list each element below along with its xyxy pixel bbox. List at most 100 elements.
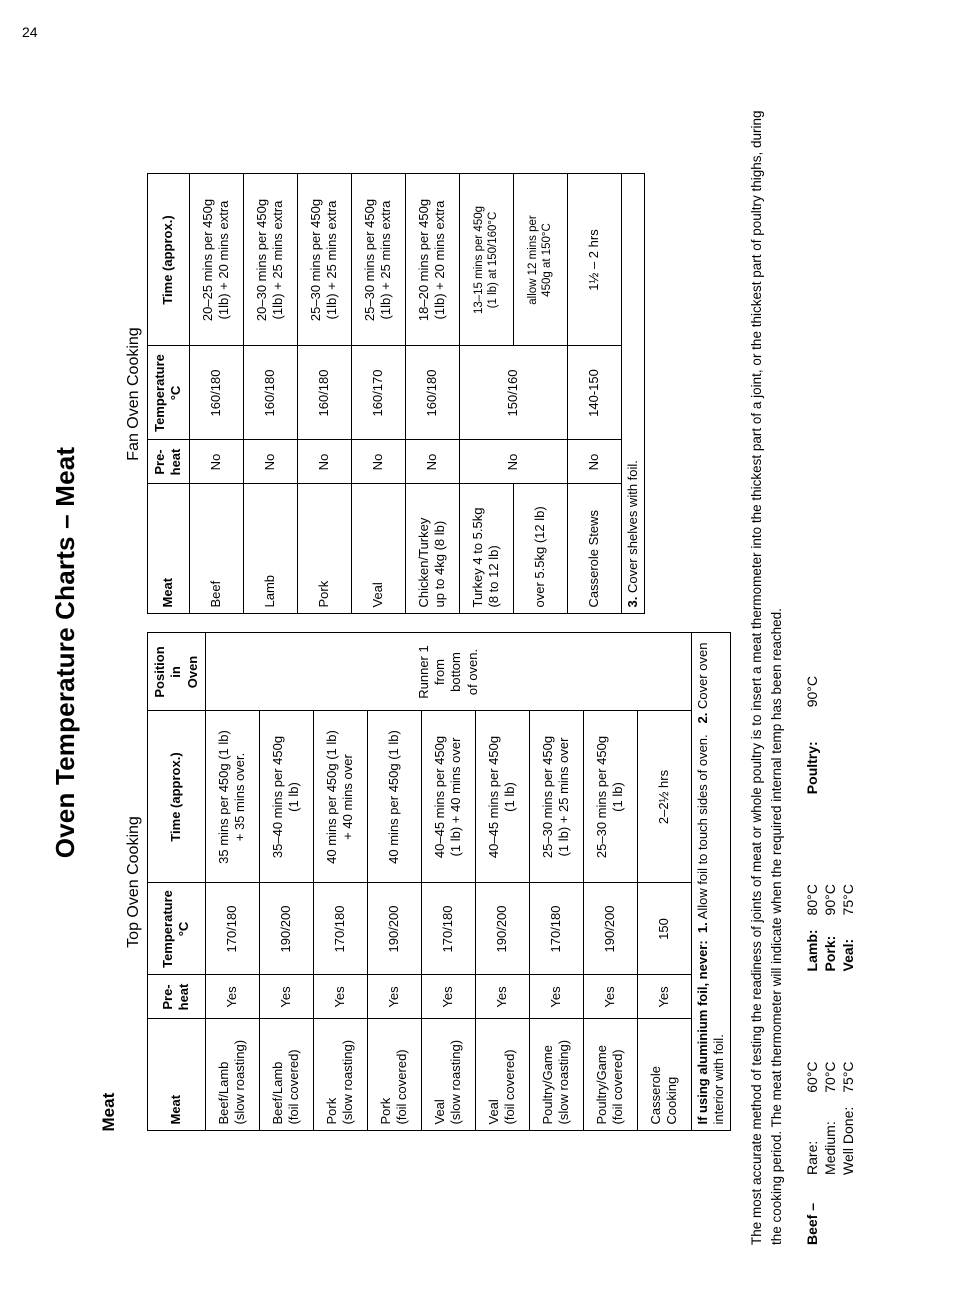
cell-meat: Veal (foil covered) (475, 1019, 529, 1131)
cell-time: allow 12 mins per 450g at 150°C (513, 174, 567, 346)
beef-label: Beef – (804, 1203, 856, 1245)
col-time: Time (approx.) (148, 711, 206, 883)
cell-meat: Beef (189, 484, 243, 614)
cell-temp: 190/200 (367, 883, 421, 975)
doneness-label: Medium: (822, 1107, 838, 1175)
page-title: Oven Temperature Charts – Meat (50, 60, 81, 1245)
cell-preheat: No (189, 440, 243, 484)
doneness-label: Rare: (804, 1107, 820, 1175)
col-time: Time (approx.) (148, 174, 190, 346)
cell-time: 25–30 mins per 450g (1 lb) (583, 711, 637, 883)
cell-time: 18–20 mins per 450g (1lb) + 20 mins extr… (405, 174, 459, 346)
col-meat: Meat (148, 1019, 206, 1131)
cell-temp: 170/180 (421, 883, 475, 975)
cell-temp: 190/200 (583, 883, 637, 975)
cell-preheat: Yes (421, 975, 475, 1019)
doneness-value: 70°C (822, 1061, 838, 1092)
cell-time: 13–15 mins per 450g (1 lb) at 150/160°C (459, 174, 513, 346)
cell-meat: Turkey 4 to 5.5kg (8 to 12 lb) (459, 484, 513, 614)
cell-time: 25–30 mins per 450g (1 lb) + 25 mins ove… (529, 711, 583, 883)
cell-preheat: Yes (313, 975, 367, 1019)
cell-time: 35–40 mins per 450g (1 lb) (259, 711, 313, 883)
doneness-temps: Beef – Rare:60°CMedium:70°CWell Done:75°… (804, 60, 856, 1245)
col-temp: Temperature °C (148, 883, 206, 975)
table-row: Beef/Lamb (slow roasting)Yes170/18035 mi… (205, 633, 259, 1131)
cell-meat: Poultry/Game (slow roasting) (529, 1019, 583, 1131)
table-row: PorkNo160/18025–30 mins per 450g (1lb) +… (297, 174, 351, 614)
cell-preheat: Yes (367, 975, 421, 1019)
fan-oven-heading: Fan Oven Cooking (125, 174, 143, 615)
cell-preheat: No (459, 440, 567, 484)
col-temp: Temperature °C (148, 346, 190, 440)
cell-temp: 160/180 (243, 346, 297, 440)
section-heading: Meat (99, 633, 119, 1132)
doneness-value: 90°C (822, 884, 838, 915)
top-oven-heading: Top Oven Cooking (125, 633, 143, 1132)
cell-preheat: Yes (205, 975, 259, 1019)
cell-time: 20–25 mins per 450g (1lb) + 20 mins extr… (189, 174, 243, 346)
fan-oven-table: Meat Pre- heat Temperature °C Time (appr… (147, 174, 645, 615)
cell-temp: 190/200 (475, 883, 529, 975)
foil-note-row: If using aluminium foil, never: 1. Allow… (691, 633, 731, 1131)
col-meat: Meat (148, 484, 190, 614)
cell-temp: 160/170 (351, 346, 405, 440)
cell-meat: Casserole Cooking (637, 1019, 691, 1131)
cell-preheat: No (243, 440, 297, 484)
cell-temp: 190/200 (259, 883, 313, 975)
cell-time: 1½ – 2 hrs (567, 174, 621, 346)
cell-preheat: Yes (475, 975, 529, 1019)
doneness-label: Veal: (840, 929, 856, 971)
doneness-label: Lamb: (804, 929, 820, 971)
table-row: LambNo160/18020–30 mins per 450g (1lb) +… (243, 174, 297, 614)
table-row: VealNo160/17025–30 mins per 450g (1lb) +… (351, 174, 405, 614)
doneness-value: 75°C (840, 884, 856, 915)
cell-time: 25–30 mins per 450g (1lb) + 25 mins extr… (297, 174, 351, 346)
section-heading-spacer (99, 174, 119, 615)
cell-preheat: No (351, 440, 405, 484)
cell-time: 40–45 mins per 450g (1 lb) (475, 711, 529, 883)
cell-time: 40 mins per 450g (1 lb) + 40 mins over (313, 711, 367, 883)
cell-preheat: Yes (259, 975, 313, 1019)
poultry-temp: 90°C (804, 676, 820, 707)
doneness-value: 60°C (804, 1061, 820, 1092)
cell-temp: 160/180 (405, 346, 459, 440)
poultry-label: Poultry: (804, 741, 820, 794)
cell-time: 40–45 mins per 450g (1 lb) + 40 mins ove… (421, 711, 475, 883)
cell-meat: Chicken/Turkey up to 4kg (8 lb) (405, 484, 459, 614)
cell-meat: Veal (slow roasting) (421, 1019, 475, 1131)
cell-time: 20–30 mins per 450g (1lb) + 25 mins extr… (243, 174, 297, 346)
cell-time: 25–30 mins per 450g (1lb) + 25 mins extr… (351, 174, 405, 346)
cell-preheat: Yes (529, 975, 583, 1019)
cell-temp: 170/180 (529, 883, 583, 975)
cell-preheat: No (297, 440, 351, 484)
cell-meat: over 5.5kg (12 lb) (513, 484, 567, 614)
cell-preheat: No (405, 440, 459, 484)
cell-position: Runner 1 from bottom of oven. (205, 633, 691, 711)
doneness-label: Pork: (822, 929, 838, 971)
cell-preheat: Yes (637, 975, 691, 1019)
table-row: Casserole StewsNo140-1501½ – 2 hrs (567, 174, 621, 614)
cell-time: 40 mins per 450g (1 lb) (367, 711, 421, 883)
col-position: Position in Oven (148, 633, 206, 711)
cell-meat: Pork (foil covered) (367, 1019, 421, 1131)
cell-temp: 150 (637, 883, 691, 975)
col-preheat: Pre- heat (148, 440, 190, 484)
cell-temp: 150/160 (459, 346, 567, 440)
cell-preheat: No (567, 440, 621, 484)
thermometer-paragraph: The most accurate method of testing the … (747, 95, 786, 1245)
col-preheat: Pre- heat (148, 975, 206, 1019)
cell-temp: 170/180 (205, 883, 259, 975)
doneness-value: 80°C (804, 884, 820, 915)
cell-temp: 160/180 (189, 346, 243, 440)
cell-preheat: Yes (583, 975, 637, 1019)
cell-meat: Veal (351, 484, 405, 614)
cell-time: 2–2½ hrs (637, 711, 691, 883)
top-oven-table: Meat Pre- heat Temperature °C Time (appr… (147, 633, 731, 1132)
cell-meat: Pork (slow roasting) (313, 1019, 367, 1131)
cell-meat: Beef/Lamb (foil covered) (259, 1019, 313, 1131)
cell-temp: 170/180 (313, 883, 367, 975)
table-row: BeefNo160/18020–25 mins per 450g (1lb) +… (189, 174, 243, 614)
doneness-value: 75°C (840, 1061, 856, 1092)
cell-temp: 160/180 (297, 346, 351, 440)
foil-note-row: 3. Cover shelves with foil. (621, 174, 644, 614)
